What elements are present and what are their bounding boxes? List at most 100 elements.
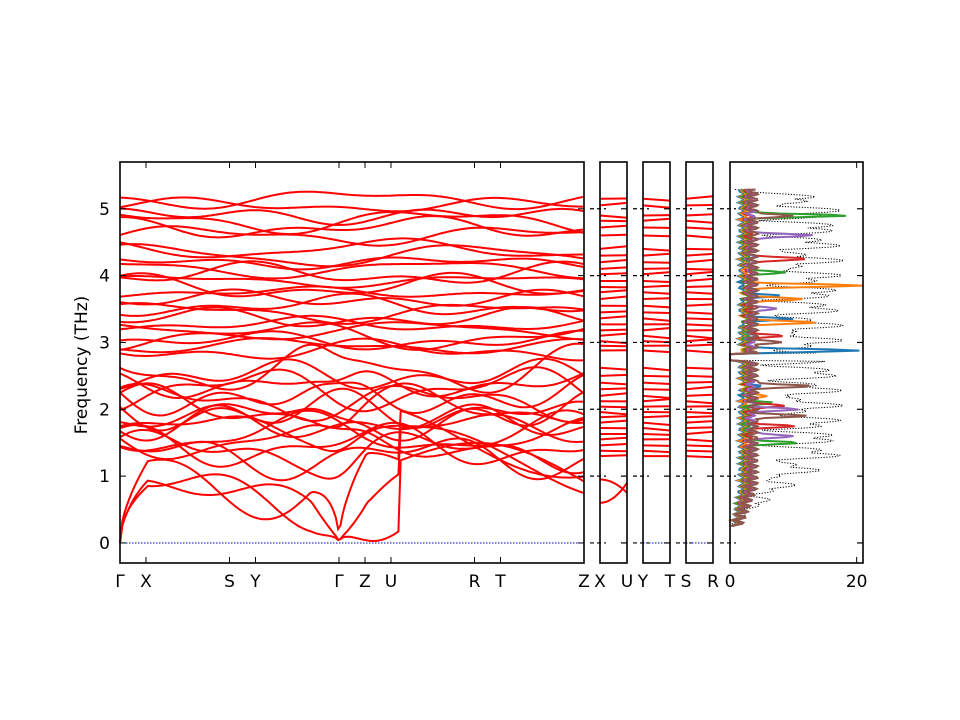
band-line [642,291,671,295]
upper-optical-band [119,190,585,211]
upper-optical-band [119,237,584,259]
acoustic-band [119,409,585,544]
band-line [599,233,628,237]
band-line [642,444,671,447]
y-axis-label: Frequency (THz) [72,296,92,435]
band-line [685,277,714,282]
band-line [642,327,671,332]
lower-optical-band [119,374,585,417]
band-line [599,449,628,453]
k-label: S [224,572,235,592]
band-panel-3 [642,197,671,544]
band-line [642,421,671,426]
k-label: Γ [115,572,125,592]
band-line [685,420,714,424]
band-line [642,197,671,202]
lower-optical-band [119,366,585,413]
upper-optical-band [119,321,585,341]
band-line [685,374,714,378]
k-label: T [494,572,506,592]
band-line [599,310,628,314]
band-line [685,438,714,443]
band-line [599,482,628,504]
upper-optical-band [119,225,585,247]
band-line [599,328,628,332]
band-line [599,443,628,447]
band-line [685,323,714,327]
upper-optical-band [119,243,585,268]
lower-optical-band [119,409,585,452]
band-line [685,393,714,397]
y-tick-label: 4 [99,267,110,287]
k-label: X [140,572,152,592]
k-label: Z [578,572,590,592]
band-line [599,415,628,419]
band-line [642,394,671,399]
dos-x-tick-label: 0 [725,572,736,592]
band-line [642,204,671,209]
y-tick-label: 2 [99,400,110,420]
band-line [599,272,628,276]
band-line [685,426,714,429]
band-line [685,411,714,415]
lower-optical-band [119,382,585,429]
band-line [599,201,628,207]
k-label: Z [359,572,371,592]
band-line [599,366,628,371]
y-tick-label: 1 [99,467,110,487]
band-line [642,415,671,419]
band-line [642,349,671,354]
y-tick-label: 0 [99,534,110,554]
band-line [685,267,714,271]
band-line [599,245,628,250]
upper-optical-band [119,288,585,307]
dos-panel [727,188,864,528]
band-panel-4 [685,195,714,544]
band-line [599,436,628,441]
band-line [642,317,671,322]
band-line [642,217,671,222]
upper-optical-band [119,256,585,271]
upper-optical-band [120,215,585,239]
upper-optical-band [119,302,585,325]
upper-optical-band [119,337,585,362]
band-panel-main [119,190,585,544]
panel-frame [599,161,628,564]
y-tick-label: 5 [99,200,110,220]
band-line [685,338,714,343]
band-line [600,478,628,494]
upper-optical-band [119,285,585,298]
band-line [642,271,671,276]
band-line [685,303,714,307]
band-line [642,311,671,314]
k-label: Y [249,572,261,592]
band-line [642,374,671,378]
k-label: Y [637,572,649,592]
upper-optical-band [119,321,585,351]
panel-frame [119,161,585,564]
band-line [599,295,628,300]
lower-optical-band [119,387,585,432]
band-line [685,285,714,288]
band-line [685,415,714,419]
lower-optical-band [119,421,585,468]
band-line [599,387,628,391]
upper-optical-band [119,271,585,298]
acoustic-band [119,426,585,544]
band-line [642,427,671,432]
band-line [685,247,714,251]
band-line [599,266,628,270]
band-line [642,267,671,270]
lower-optical-band [119,357,585,390]
band-line [642,252,671,257]
band-line [685,219,714,224]
band-line [642,261,671,264]
upper-optical-band [119,314,585,331]
upper-optical-band [119,329,584,351]
band-line [685,455,714,459]
band-line [685,343,714,347]
band-line [685,291,714,295]
band-line [599,411,628,416]
band-line [642,381,671,385]
